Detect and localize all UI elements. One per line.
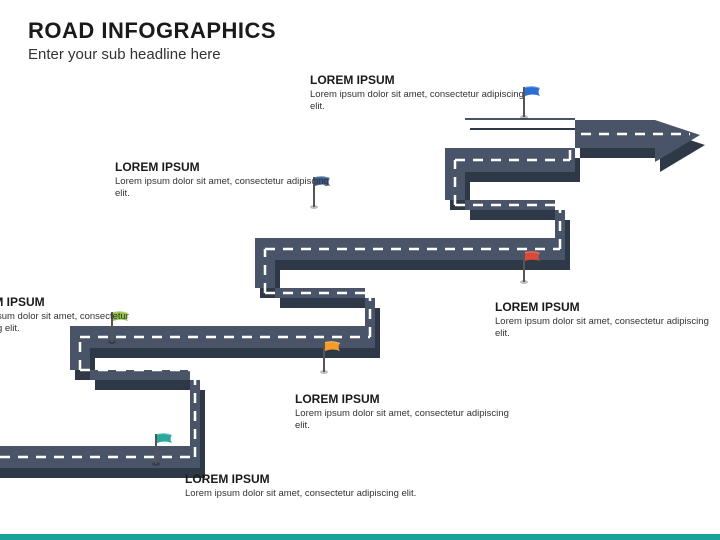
milestone-m5: LOREM IPSUM Lorem ipsum dolor sit amet, c…	[115, 160, 335, 201]
milestone-desc: Lorem ipsum dolor sit amet, consectetur …	[310, 89, 530, 114]
milestone-title: LOREM IPSUM	[310, 73, 530, 87]
flag-m4	[520, 250, 546, 282]
milestone-m1: LOREM IPSUM Lorem ipsum dolor sit amet, c…	[185, 472, 425, 500]
page-subtitle: Enter your sub headline here	[28, 46, 221, 63]
milestone-title: LOREM IPSUM	[0, 295, 150, 309]
milestone-desc: Lorem ipsum dolor sit amet, consectetur …	[0, 311, 150, 336]
bottom-accent-bar	[0, 534, 720, 540]
milestone-m3: LOREM IPSUM Lorem ipsum dolor sit amet, c…	[295, 392, 515, 433]
milestone-desc: Lorem ipsum dolor sit amet, consectetur …	[185, 488, 425, 500]
milestone-title: LOREM IPSUM	[115, 160, 335, 174]
page-title: ROAD INFOGRAPHICS	[28, 18, 276, 44]
milestone-title: LOREM IPSUM	[495, 300, 715, 314]
flag-m3	[320, 340, 346, 372]
milestone-title: LOREM IPSUM	[185, 472, 425, 486]
milestone-m6: LOREM IPSUM Lorem ipsum dolor sit amet, c…	[310, 73, 530, 114]
milestone-title: LOREM IPSUM	[295, 392, 515, 406]
flag-m1	[152, 432, 178, 464]
milestone-desc: Lorem ipsum dolor sit amet, consectetur …	[295, 408, 515, 433]
milestone-m2: LOREM IPSUM Lorem ipsum dolor sit amet, c…	[0, 295, 150, 336]
milestone-desc: Lorem ipsum dolor sit amet, consectetur …	[495, 316, 715, 341]
milestone-m4: LOREM IPSUM Lorem ipsum dolor sit amet, c…	[495, 300, 715, 341]
milestone-desc: Lorem ipsum dolor sit amet, consectetur …	[115, 176, 335, 201]
